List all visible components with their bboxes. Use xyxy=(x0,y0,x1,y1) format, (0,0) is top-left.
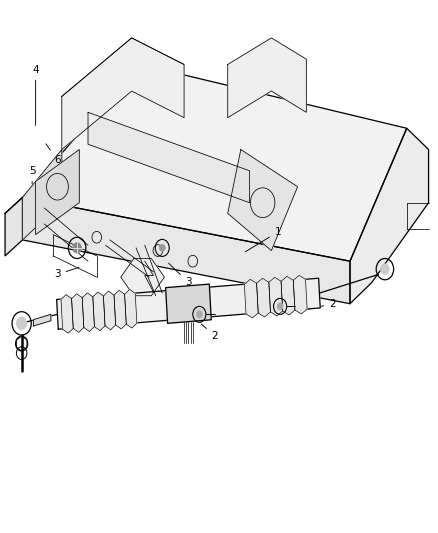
Circle shape xyxy=(159,244,165,252)
Polygon shape xyxy=(281,276,295,315)
Polygon shape xyxy=(257,278,270,317)
Polygon shape xyxy=(57,278,320,329)
Polygon shape xyxy=(244,279,258,318)
Circle shape xyxy=(16,317,27,330)
Polygon shape xyxy=(121,259,164,296)
Polygon shape xyxy=(22,197,350,304)
Text: 3: 3 xyxy=(54,268,79,279)
Polygon shape xyxy=(71,294,84,333)
Polygon shape xyxy=(125,289,137,328)
Circle shape xyxy=(196,311,202,318)
Text: 1: 1 xyxy=(245,227,281,252)
Text: 2: 2 xyxy=(300,298,336,311)
Polygon shape xyxy=(93,292,105,330)
Text: 6: 6 xyxy=(46,144,61,165)
Text: 4: 4 xyxy=(32,65,39,125)
Polygon shape xyxy=(293,276,307,314)
Polygon shape xyxy=(228,38,306,118)
Polygon shape xyxy=(166,284,211,324)
Text: 3: 3 xyxy=(169,263,192,287)
Circle shape xyxy=(277,303,283,310)
Polygon shape xyxy=(22,150,62,240)
Polygon shape xyxy=(88,112,250,203)
Polygon shape xyxy=(103,291,116,330)
Circle shape xyxy=(73,243,81,253)
Polygon shape xyxy=(228,150,297,251)
Text: 5: 5 xyxy=(29,166,35,184)
Polygon shape xyxy=(5,197,22,256)
Circle shape xyxy=(381,264,389,274)
Polygon shape xyxy=(350,128,428,304)
Polygon shape xyxy=(62,38,184,150)
Polygon shape xyxy=(22,64,407,261)
Polygon shape xyxy=(269,277,283,316)
Text: 2: 2 xyxy=(201,324,218,341)
Polygon shape xyxy=(82,293,95,332)
Polygon shape xyxy=(35,150,79,235)
Polygon shape xyxy=(114,290,126,329)
Polygon shape xyxy=(61,295,73,333)
Polygon shape xyxy=(33,314,51,326)
